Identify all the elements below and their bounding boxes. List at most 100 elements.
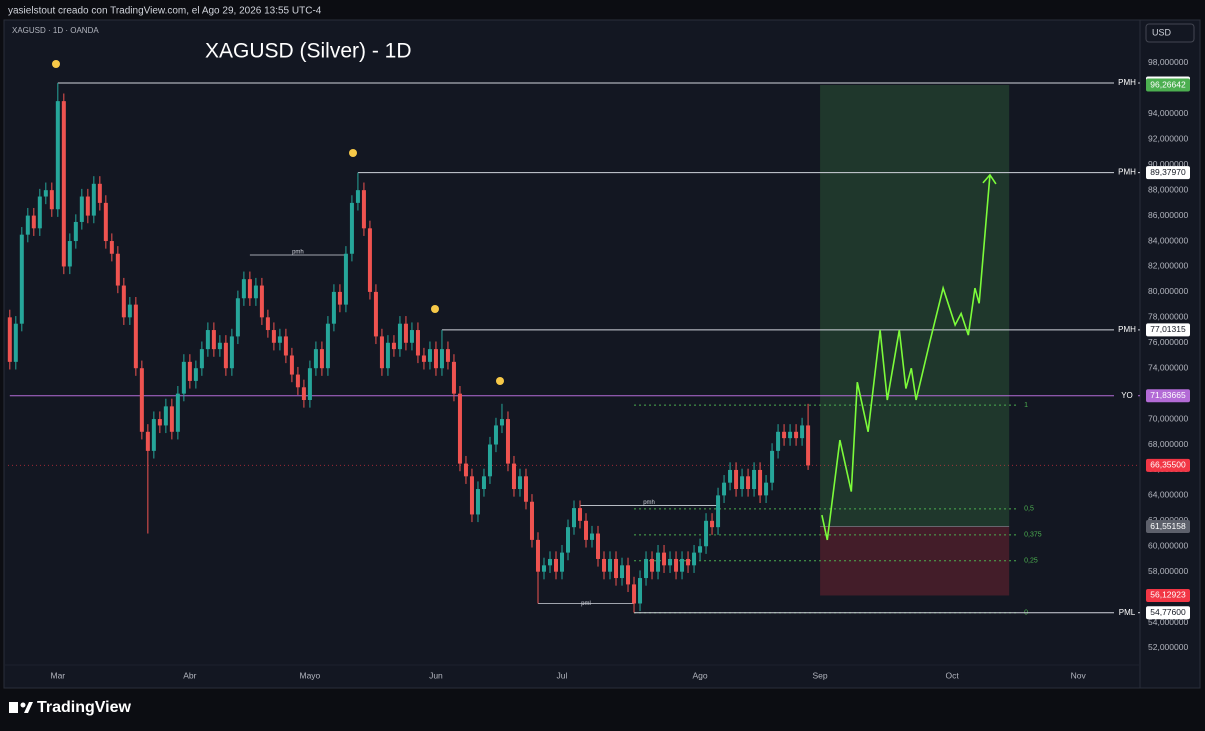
candle-body (602, 558, 607, 572)
candle-body (511, 463, 516, 490)
candle-body (253, 285, 258, 299)
candle-body (800, 425, 805, 439)
candle-body (764, 482, 769, 496)
x-tick-label: Sep (813, 670, 828, 680)
level-name: PML (1119, 608, 1136, 617)
candle-body (608, 558, 613, 572)
level-name: PMH (1118, 325, 1136, 334)
currency-label[interactable]: USD (1152, 27, 1172, 37)
currency-button[interactable] (1145, 23, 1195, 43)
candle-body (229, 336, 234, 369)
candle-body (283, 336, 288, 356)
annotation-label: pml (581, 601, 591, 607)
candle-body (43, 190, 48, 197)
candle-body (133, 304, 138, 369)
y-tick-label: 78,000000 (1148, 312, 1188, 322)
candle-body (403, 323, 408, 343)
chart-panel (3, 19, 1201, 689)
profit-zone (820, 85, 1010, 527)
candle-body (277, 336, 282, 343)
candle-body (427, 349, 432, 362)
y-tick-label: 52,000000 (1148, 642, 1188, 652)
candle-body (31, 215, 36, 229)
candle-body (289, 355, 294, 375)
candle-body (584, 520, 589, 540)
brand: TradingView (37, 699, 132, 716)
candle-body (553, 558, 558, 572)
candle-body (367, 228, 372, 292)
y-tick-label: 58,000000 (1148, 566, 1188, 576)
candle-body (13, 323, 18, 362)
candle-body (181, 361, 186, 394)
candle-body (361, 190, 366, 229)
candle-body (343, 253, 348, 305)
y-tick-label: 90,000000 (1148, 159, 1188, 169)
candle-body (331, 291, 336, 324)
price-tag-label: 56,12923 (1150, 590, 1186, 600)
candle-body (626, 565, 631, 585)
y-tick-label: 82,000000 (1148, 261, 1188, 271)
projection-arrow (982, 173, 997, 185)
y-tick-label: 64,000000 (1148, 490, 1188, 500)
candle-body (692, 552, 697, 566)
candle-body (307, 368, 312, 400)
candle-body (746, 476, 751, 490)
candle-body (740, 476, 745, 490)
candle-body (572, 508, 576, 528)
candle-body (295, 374, 300, 388)
price-tag (1146, 389, 1190, 403)
candle-body (409, 330, 414, 343)
candle-body (97, 183, 102, 203)
candle-body (451, 361, 456, 394)
candle-body (145, 431, 150, 451)
candle-body (205, 330, 210, 350)
candle-body (758, 469, 763, 496)
fib-label: 0,375 (1024, 532, 1042, 539)
y-tick-label: 76,000000 (1148, 337, 1188, 347)
y-tick-label: 68,000000 (1148, 439, 1188, 449)
candle-body (650, 558, 655, 572)
candle-body (121, 285, 126, 318)
level-name: PMH (1118, 168, 1136, 177)
candle-body (25, 215, 30, 235)
y-tick-label: 84,000000 (1148, 235, 1188, 245)
candle-body (463, 463, 468, 477)
candle-body (686, 558, 691, 566)
logo-mark (9, 702, 18, 713)
x-tick-label: Nov (1071, 670, 1087, 680)
candle-body (355, 190, 360, 203)
y-tick-label: 88,000000 (1148, 184, 1188, 194)
candle-body (734, 469, 739, 490)
candle-body (175, 393, 180, 432)
candle-body (247, 279, 252, 299)
candle-body (397, 323, 402, 350)
candle-body (385, 342, 390, 369)
candle-body (259, 285, 264, 318)
candle-body (493, 425, 498, 445)
x-tick-label: Mayo (300, 670, 321, 680)
candle-body (662, 552, 667, 566)
candle-body (517, 476, 522, 490)
y-tick-label: 60,000000 (1148, 541, 1188, 551)
candle-body (578, 508, 583, 521)
level-name: PMH (1118, 78, 1136, 87)
candle-body (157, 419, 162, 426)
candle-body (632, 584, 637, 604)
x-tick-label: Mar (50, 670, 65, 680)
candle-body (265, 317, 270, 331)
candle-body (421, 355, 426, 362)
candle-body (445, 349, 450, 362)
candle-body (457, 393, 462, 464)
candle-body (193, 368, 198, 381)
price-tag-label: 71,83665 (1150, 390, 1186, 400)
y-tick-label: 86,000000 (1148, 210, 1188, 220)
candle-body (752, 469, 757, 490)
fib-label: 0,25 (1024, 558, 1038, 565)
candle-body (535, 539, 540, 572)
candle-body (115, 253, 120, 286)
candle-body (301, 387, 306, 400)
candle-body (85, 196, 90, 216)
candle-body (590, 533, 595, 540)
